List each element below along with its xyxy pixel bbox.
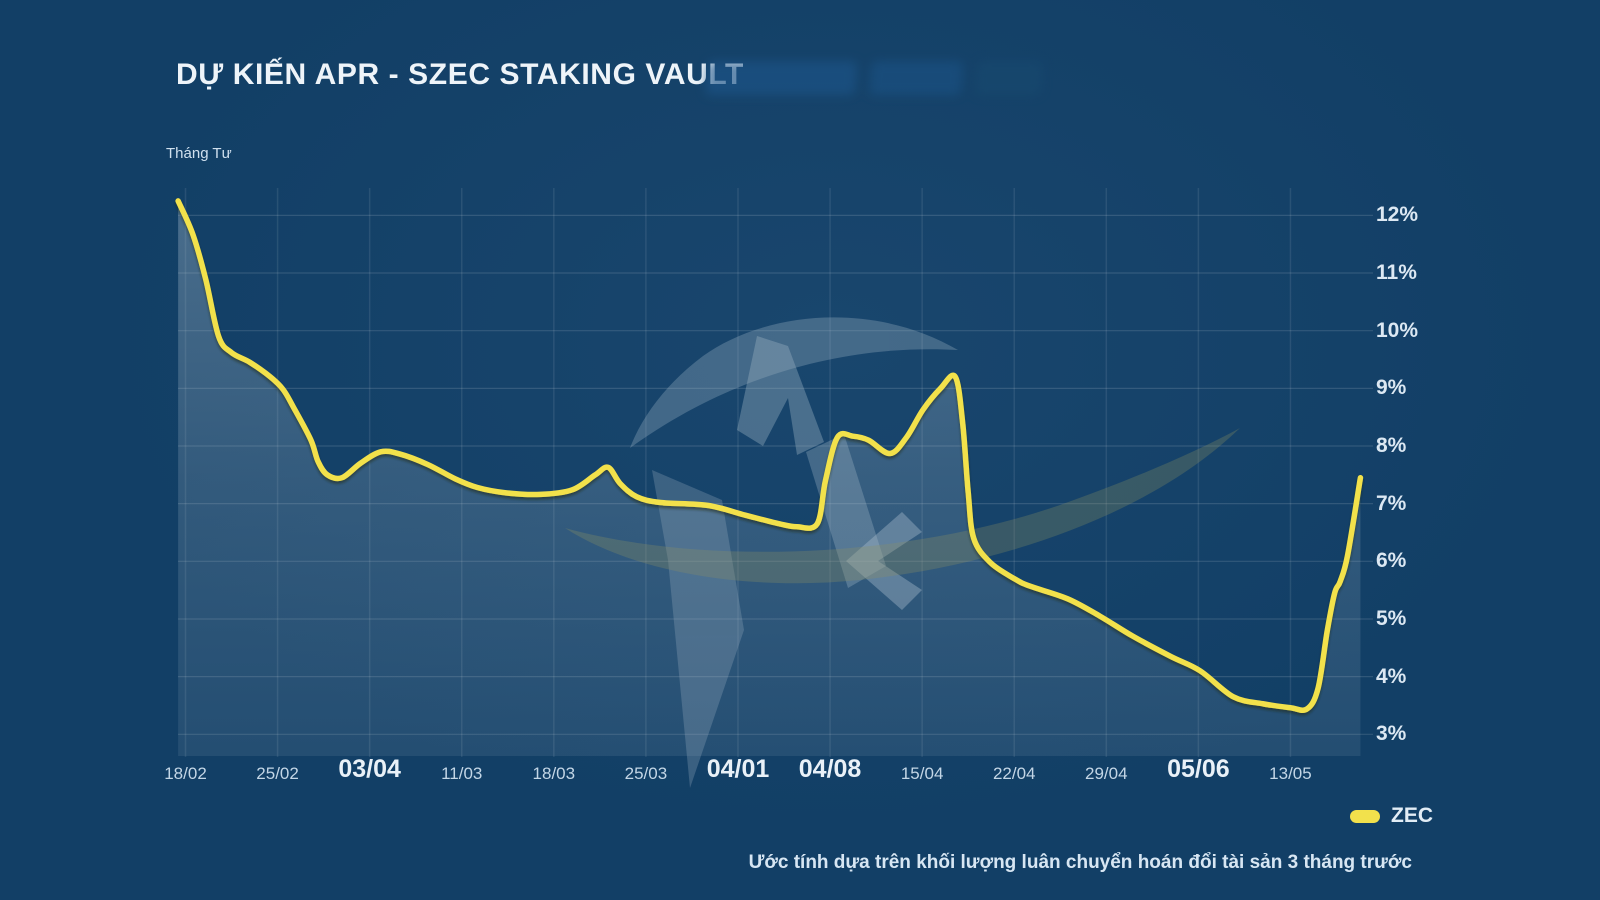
y-axis-label: 9% — [1376, 376, 1407, 400]
x-axis-label: 18/02 — [164, 764, 207, 783]
y-axis-label: 10% — [1376, 318, 1419, 342]
x-axis-label: 03/04 — [338, 755, 401, 783]
y-axis-label: 11% — [1376, 261, 1417, 285]
x-axis-label: 18/03 — [532, 764, 576, 783]
series-line-zec — [175, 198, 1364, 713]
y-axis-label: 8% — [1376, 434, 1407, 457]
x-axis-label: 13/05 — [1269, 764, 1312, 783]
chart-title: DỰ KIẾN APR - SZEC STAKING VAULT — [176, 58, 744, 91]
x-axis-label: 25/02 — [256, 764, 299, 783]
legend-swatch-zec — [1350, 809, 1380, 823]
month-label: Tháng Tư — [166, 145, 232, 162]
x-axis-label: 15/04 — [900, 764, 944, 783]
x-axis-label: 29/04 — [1085, 764, 1128, 783]
x-axis-label: 05/06 — [1167, 755, 1230, 783]
legend-label: ZEC — [1391, 804, 1433, 827]
legend-item-zec[interactable]: ZEC — [1350, 804, 1433, 828]
footnote: Ước tính dựa trên khối lượng luân chuyển… — [748, 852, 1412, 873]
y-axis-label: 3% — [1376, 722, 1407, 746]
y-axis-label: 6% — [1376, 549, 1407, 573]
y-axis-label: 7% — [1376, 491, 1407, 515]
y-axis-label: 5% — [1376, 606, 1407, 630]
y-axis-label: 12% — [1376, 203, 1419, 227]
x-axis-label: 04/08 — [798, 755, 862, 783]
series-area-fill — [178, 200, 1361, 756]
x-axis-label: 22/04 — [992, 764, 1036, 783]
x-axis-label: 11/03 — [441, 764, 483, 783]
x-axis-label: 04/01 — [706, 755, 770, 783]
y-axis-label: 4% — [1376, 664, 1407, 688]
x-axis-label: 25/03 — [624, 764, 668, 783]
